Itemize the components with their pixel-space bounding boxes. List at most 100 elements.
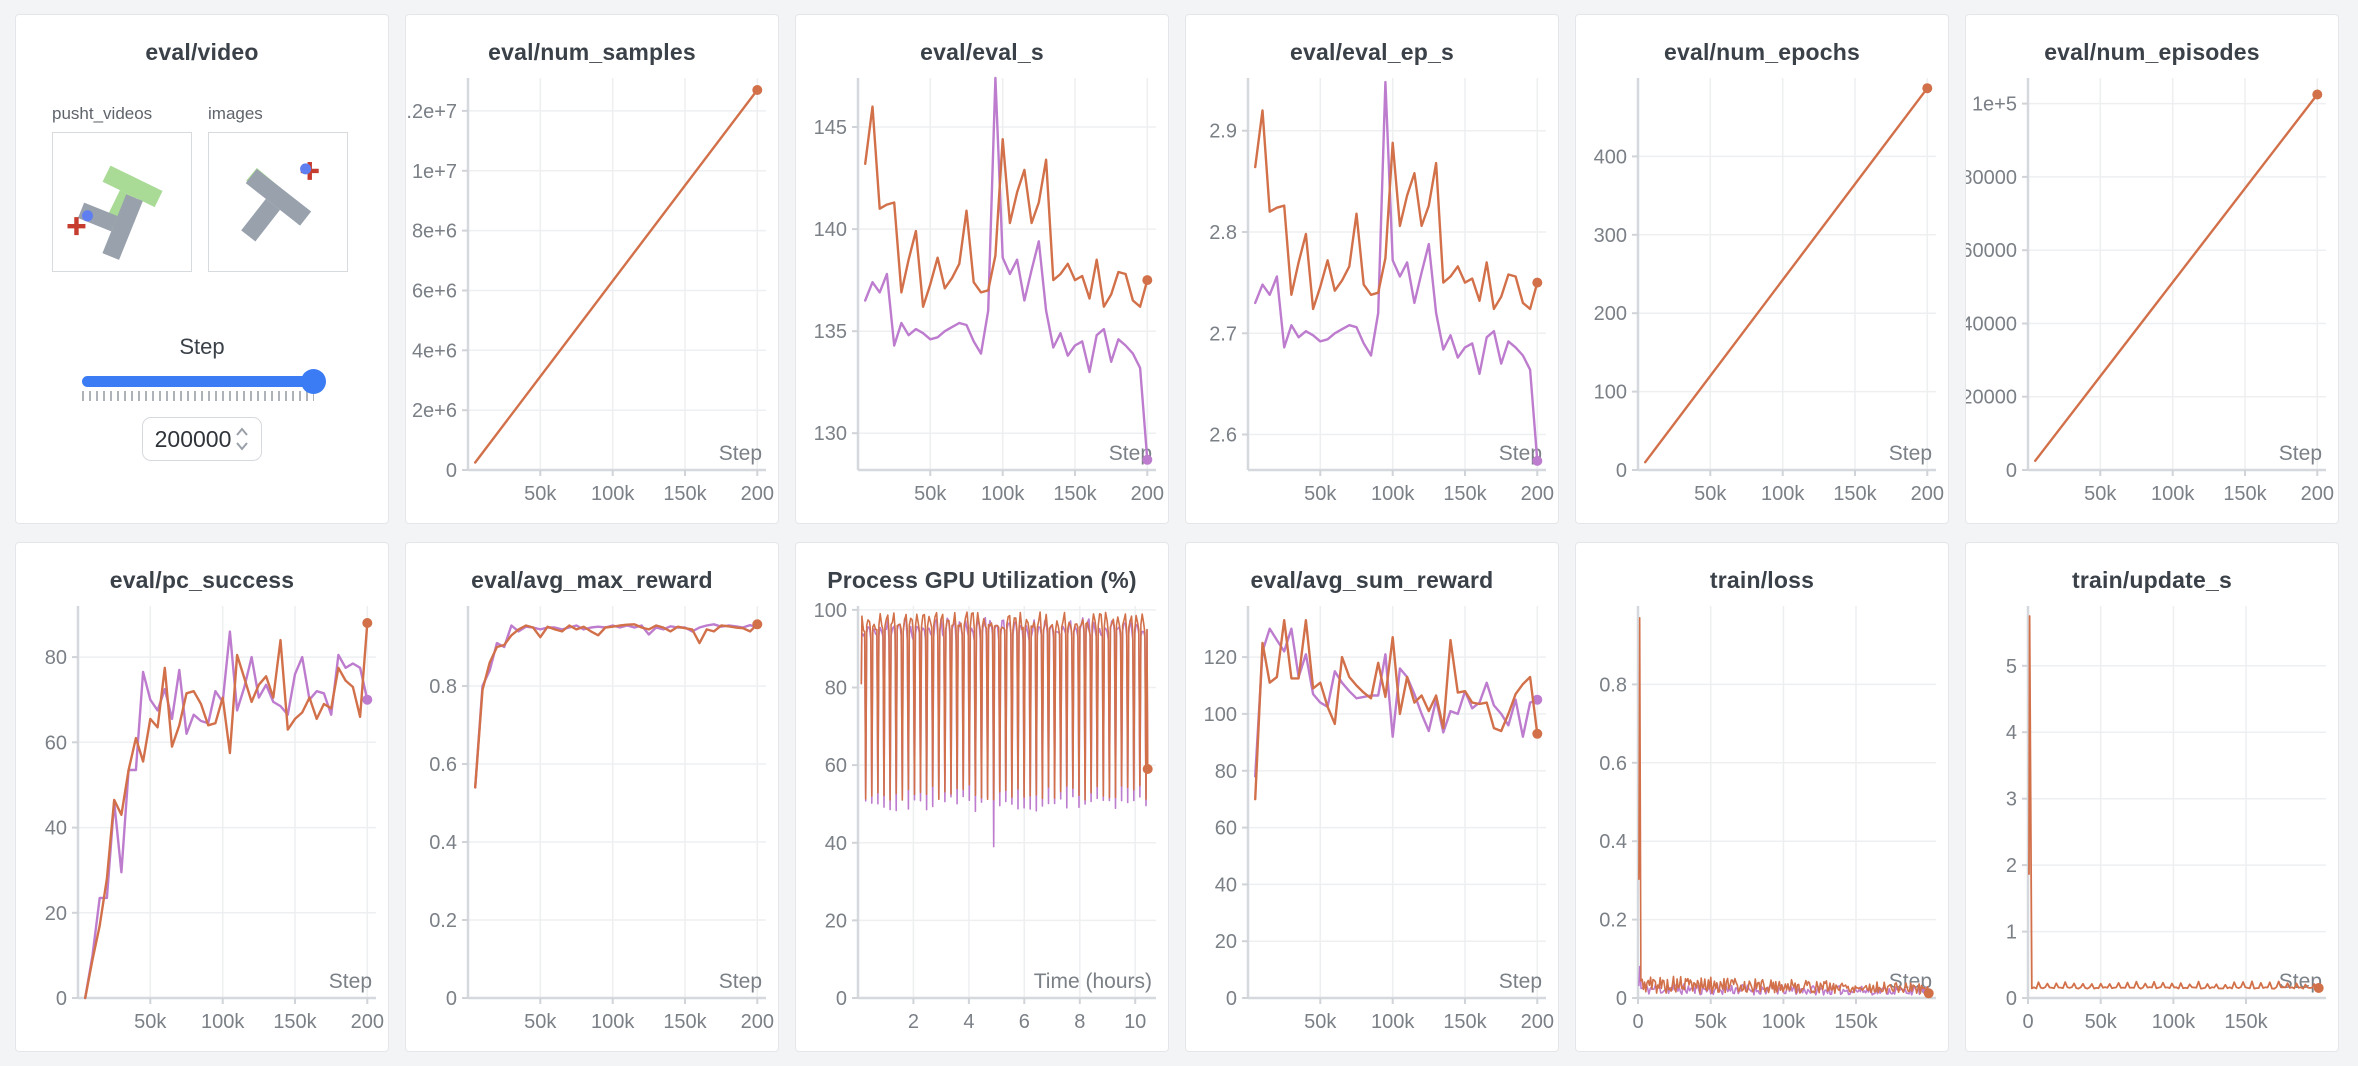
panel-eval-avg-max-reward: eval/avg_max_reward 0 0.2 0.4 0.6 0.8 50k 100k 1… xyxy=(405,542,779,1052)
svg-text:0.6: 0.6 xyxy=(1599,753,1627,775)
svg-text:0.2: 0.2 xyxy=(429,910,457,932)
svg-text:0: 0 xyxy=(836,988,847,1010)
svg-text:50k: 50k xyxy=(1304,1011,1337,1033)
svg-text:3: 3 xyxy=(2006,789,2017,811)
svg-text:80: 80 xyxy=(1215,761,1237,783)
chart-title-eval-pc-success: eval/pc_success xyxy=(109,567,295,593)
svg-text:2.9: 2.9 xyxy=(1209,121,1237,143)
chart-plot-eval-eval-ep-s[interactable]: 2.6 2.7 2.8 2.9 50k 100k 150k 200 Step xyxy=(1186,66,1558,518)
panel-process-gpu-utilization: Process GPU Utilization (%) 0 20 40 60 80 100 2… xyxy=(795,542,1169,1052)
svg-text:0.6: 0.6 xyxy=(429,754,457,776)
svg-text:150k: 150k xyxy=(1834,1011,1878,1033)
svg-text:100k: 100k xyxy=(201,1011,245,1033)
svg-text:0: 0 xyxy=(446,988,457,1010)
chart-plot-eval-pc-success[interactable]: 0 20 40 60 80 50k 100k 150k 200 Step xyxy=(16,594,388,1046)
agent-dot-icon xyxy=(300,163,312,175)
svg-text:0: 0 xyxy=(1226,988,1237,1010)
svg-text:1e+5: 1e+5 xyxy=(1972,94,2017,116)
svg-text:40000: 40000 xyxy=(1966,314,2017,336)
step-slider[interactable] xyxy=(82,369,326,401)
svg-text:10: 10 xyxy=(1124,1011,1146,1033)
svg-text:50k: 50k xyxy=(2084,483,2117,505)
svg-text:0: 0 xyxy=(2006,460,2017,482)
svg-text:50k: 50k xyxy=(524,483,557,505)
svg-text:50k: 50k xyxy=(914,483,947,505)
svg-text:Step: Step xyxy=(719,970,762,993)
svg-text:80: 80 xyxy=(45,647,67,669)
thumb-label-images: images xyxy=(208,104,263,123)
svg-text:6e+6: 6e+6 xyxy=(412,281,457,303)
chart-plot-eval-avg-sum-reward[interactable]: 0 20 40 60 80 100 120 50k 100k 150k 200 Step xyxy=(1186,594,1558,1046)
svg-text:100k: 100k xyxy=(591,1011,635,1033)
svg-text:2: 2 xyxy=(908,1011,919,1033)
agent-dot-icon xyxy=(81,210,94,222)
svg-text:80: 80 xyxy=(825,678,847,700)
step-value-input[interactable]: 200000 xyxy=(142,417,262,461)
svg-text:200: 200 xyxy=(741,483,774,505)
svg-text:Time (hours): Time (hours) xyxy=(1034,970,1152,993)
svg-text:40: 40 xyxy=(45,818,67,840)
svg-text:200: 200 xyxy=(1131,483,1164,505)
svg-text:60000: 60000 xyxy=(1966,240,2017,262)
svg-text:100k: 100k xyxy=(1371,483,1415,505)
goal-cross-icon xyxy=(67,217,86,236)
image-frame xyxy=(241,161,319,242)
svg-text:8: 8 xyxy=(1074,1011,1085,1033)
chart-title-process-gpu-utilization: Process GPU Utilization (%) xyxy=(827,567,1137,593)
svg-text:0.8: 0.8 xyxy=(1599,674,1627,696)
svg-text:0: 0 xyxy=(2022,1011,2033,1033)
video-panel-title: eval/video xyxy=(145,39,259,65)
step-slider-handle[interactable] xyxy=(301,369,326,394)
svg-text:0: 0 xyxy=(1616,988,1627,1010)
panel-train-update-s: train/update_s 0 1 2 3 4 5 0 50k 100k 150k Step xyxy=(1965,542,2339,1052)
svg-text:150k: 150k xyxy=(663,1011,707,1033)
chart-plot-eval-eval-s[interactable]: 130 135 140 145 50k 100k 150k 200 Step xyxy=(796,66,1168,518)
images-thumbnail[interactable] xyxy=(208,132,348,272)
svg-text:200: 200 xyxy=(2301,483,2334,505)
svg-text:Step: Step xyxy=(1499,970,1542,993)
chart-title-eval-eval-ep-s: eval/eval_ep_s xyxy=(1290,39,1454,65)
svg-text:150k: 150k xyxy=(1443,1011,1487,1033)
chart-plot-eval-num-episodes[interactable]: 0 20000 40000 60000 80000 1e+5 50k 100k 150k 200 S… xyxy=(1966,66,2338,518)
chart-plot-eval-num-samples[interactable]: 0 2e+6 4e+6 6e+6 8e+6 1e+7 1.2e+7 50k 100k 150k 20… xyxy=(406,66,778,518)
panel-eval-eval-ep-s: eval/eval_ep_s 2.6 2.7 2.8 2.9 50k 100k 150k 200… xyxy=(1185,14,1559,524)
step-slider-track[interactable] xyxy=(82,369,326,394)
svg-text:100: 100 xyxy=(1204,704,1237,726)
step-value[interactable]: 200000 xyxy=(154,425,232,452)
svg-text:40: 40 xyxy=(825,833,847,855)
panel-eval-pc-success: eval/pc_success 0 20 40 60 80 50k 100k 150k 200 St… xyxy=(15,542,389,1052)
thumb-label-pusht-videos: pusht_videos xyxy=(52,104,153,123)
svg-text:145: 145 xyxy=(814,117,847,139)
svg-text:Step: Step xyxy=(1499,442,1542,465)
panel-eval-video: eval/video pusht_videos images xyxy=(15,14,389,524)
svg-text:150k: 150k xyxy=(273,1011,317,1033)
chart-plot-eval-num-epochs[interactable]: 0 100 200 300 400 50k 100k 150k 200 Step xyxy=(1576,66,1948,518)
svg-text:50k: 50k xyxy=(134,1011,167,1033)
svg-text:50k: 50k xyxy=(1304,483,1337,505)
svg-text:2.6: 2.6 xyxy=(1209,425,1237,447)
svg-text:60: 60 xyxy=(1215,818,1237,840)
svg-text:0: 0 xyxy=(2006,988,2017,1010)
chart-title-eval-num-episodes: eval/num_episodes xyxy=(2044,39,2260,65)
svg-text:200: 200 xyxy=(1521,1011,1554,1033)
chart-plot-process-gpu-utilization[interactable]: 0 20 40 60 80 100 2 4 6 8 10 Time (hours) xyxy=(796,594,1168,1046)
svg-text:1e+7: 1e+7 xyxy=(412,161,457,183)
svg-text:150k: 150k xyxy=(1053,483,1097,505)
panel-eval-eval-s: eval/eval_s 130 135 140 145 50k 100k 150k 200 Ste… xyxy=(795,14,1169,524)
chart-plot-eval-avg-max-reward[interactable]: 0 0.2 0.4 0.6 0.8 50k 100k 150k 200 Step xyxy=(406,594,778,1046)
svg-text:0: 0 xyxy=(1616,460,1627,482)
pusht-videos-thumbnail[interactable] xyxy=(52,132,192,272)
panel-eval-avg-sum-reward: eval/avg_sum_reward 0 20 40 60 80 100 120 50k 100… xyxy=(1185,542,1559,1052)
step-slider-ruler xyxy=(82,391,314,401)
svg-text:100k: 100k xyxy=(1762,1011,1806,1033)
stepper-arrows-icon[interactable] xyxy=(235,425,249,453)
svg-text:20000: 20000 xyxy=(1966,387,2017,409)
panel-eval-num-epochs: eval/num_epochs 0 100 200 300 400 50k 100k 150k 2… xyxy=(1575,14,1949,524)
svg-text:60: 60 xyxy=(45,732,67,754)
chart-title-train-update-s: train/update_s xyxy=(2071,567,2232,593)
chart-title-eval-eval-s: eval/eval_s xyxy=(920,39,1044,65)
svg-text:20: 20 xyxy=(45,903,67,925)
svg-text:100: 100 xyxy=(1594,382,1627,404)
